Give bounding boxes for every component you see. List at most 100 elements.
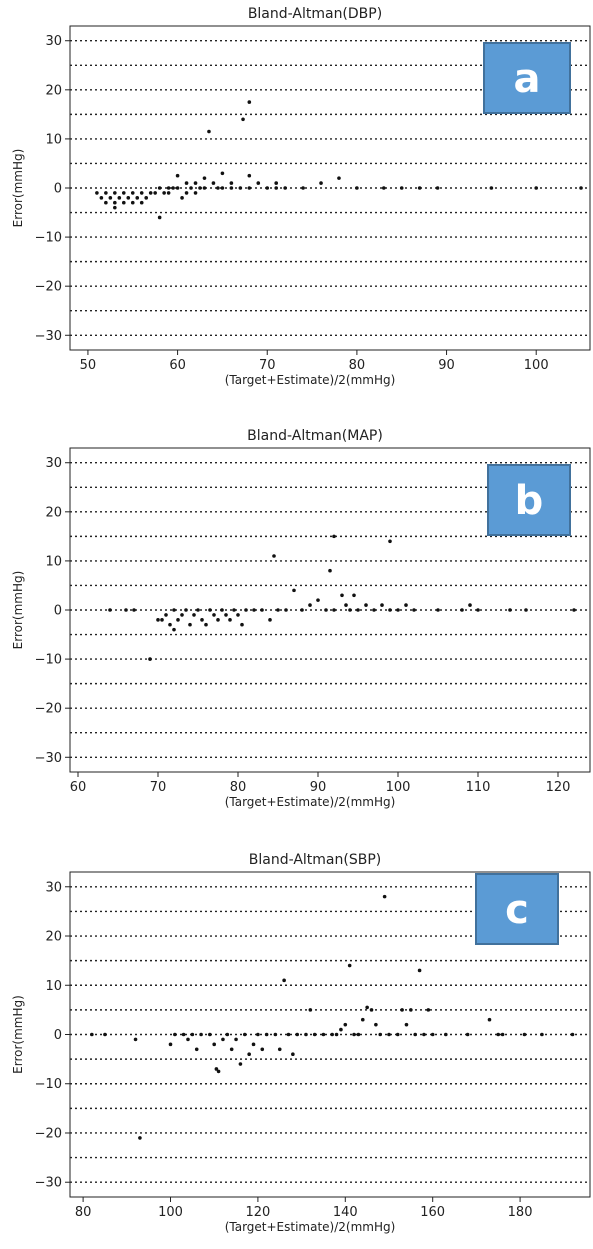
data-point — [330, 1032, 334, 1037]
data-point — [352, 593, 356, 598]
data-point — [103, 1032, 107, 1037]
data-point — [113, 200, 117, 205]
data-point — [355, 186, 359, 190]
data-point — [321, 1032, 326, 1037]
data-point — [300, 608, 304, 612]
data-point — [196, 608, 200, 612]
data-point — [570, 1032, 575, 1037]
data-point — [228, 618, 232, 622]
data-point — [166, 191, 171, 195]
data-point — [144, 196, 149, 200]
data-point — [291, 1052, 295, 1056]
data-point — [417, 186, 422, 190]
data-point — [236, 613, 240, 617]
data-point — [579, 186, 583, 190]
x-axis-label: (Target+Estimate)/2(mmHg) — [225, 795, 396, 809]
data-point — [173, 1032, 177, 1037]
data-point — [572, 608, 576, 612]
data-point — [365, 1005, 369, 1010]
data-point — [308, 603, 312, 607]
data-point — [396, 608, 400, 612]
data-point — [193, 191, 198, 195]
data-point — [387, 1032, 391, 1037]
data-point — [220, 171, 225, 176]
data-point — [95, 191, 99, 195]
chart-panel-a: −30 −20 −10 0 10 20 30 50 60 70 80 90 100 Bland-Altma… — [11, 6, 591, 387]
data-point — [208, 608, 212, 612]
data-point — [225, 1032, 230, 1037]
data-point — [301, 186, 305, 190]
data-point — [190, 1032, 195, 1037]
y-tick-label: 20 — [45, 83, 62, 98]
chart-title: Bland-Altman(DBP) — [248, 6, 382, 22]
data-point — [175, 173, 180, 178]
y-tick-label: −20 — [35, 702, 62, 717]
data-point — [274, 181, 279, 185]
data-point — [352, 1032, 356, 1037]
data-point — [108, 196, 113, 200]
x-tick-label: 180 — [508, 1205, 533, 1220]
data-point — [234, 1037, 238, 1042]
data-point — [496, 1032, 501, 1037]
x-axis-label: (Target+Estimate)/2(mmHg) — [225, 1220, 396, 1234]
data-point — [308, 1008, 313, 1012]
data-point — [487, 1017, 492, 1022]
data-point — [247, 1052, 251, 1056]
data-point — [133, 1037, 138, 1042]
data-point — [132, 608, 136, 612]
data-point — [260, 1047, 265, 1052]
data-point — [229, 181, 234, 185]
y-tick-label: 0 — [54, 182, 62, 197]
x-tick-label: 90 — [438, 358, 455, 373]
y-tick-label: 10 — [45, 132, 62, 147]
data-point — [241, 117, 245, 122]
data-point — [160, 618, 164, 622]
panel-label: a — [514, 56, 541, 102]
data-point — [139, 200, 144, 205]
data-point — [292, 588, 296, 593]
x-tick-label: 110 — [466, 780, 491, 795]
data-point — [168, 622, 172, 627]
data-point — [412, 608, 416, 612]
data-point — [224, 613, 228, 617]
data-point — [251, 1042, 256, 1047]
x-tick-label: 70 — [150, 780, 167, 795]
data-point — [404, 603, 408, 607]
data-point — [242, 1032, 247, 1037]
data-point — [319, 181, 323, 185]
data-point — [104, 191, 108, 195]
data-point — [184, 608, 188, 612]
data-point — [212, 613, 216, 617]
y-tick-label: −30 — [35, 1176, 62, 1191]
x-tick-label: 100 — [386, 780, 411, 795]
data-point — [435, 186, 440, 190]
data-point — [465, 1032, 470, 1037]
data-point — [324, 608, 328, 612]
data-point — [304, 1032, 308, 1037]
data-point — [126, 196, 131, 200]
data-point — [443, 1032, 448, 1037]
x-tick-label: 90 — [310, 780, 327, 795]
y-axis-label: Error(mmHg) — [11, 571, 25, 650]
data-point — [172, 608, 176, 612]
data-point — [121, 200, 126, 205]
y-tick-label: −30 — [35, 751, 62, 766]
data-point — [260, 608, 264, 612]
data-point — [176, 618, 180, 622]
data-point — [522, 1032, 527, 1037]
data-point — [344, 603, 348, 607]
y-tick-label: −10 — [35, 1077, 62, 1092]
data-point — [216, 186, 220, 190]
data-point — [378, 1032, 383, 1037]
data-point — [135, 196, 140, 200]
data-point — [229, 1047, 234, 1052]
x-tick-label: 100 — [524, 358, 549, 373]
y-tick-label: 20 — [45, 930, 62, 945]
data-point — [534, 186, 539, 190]
data-point — [200, 618, 204, 622]
data-point — [184, 181, 189, 185]
x-tick-label: 120 — [245, 1205, 270, 1220]
data-point — [216, 618, 220, 622]
x-tick-label: 60 — [169, 358, 186, 373]
